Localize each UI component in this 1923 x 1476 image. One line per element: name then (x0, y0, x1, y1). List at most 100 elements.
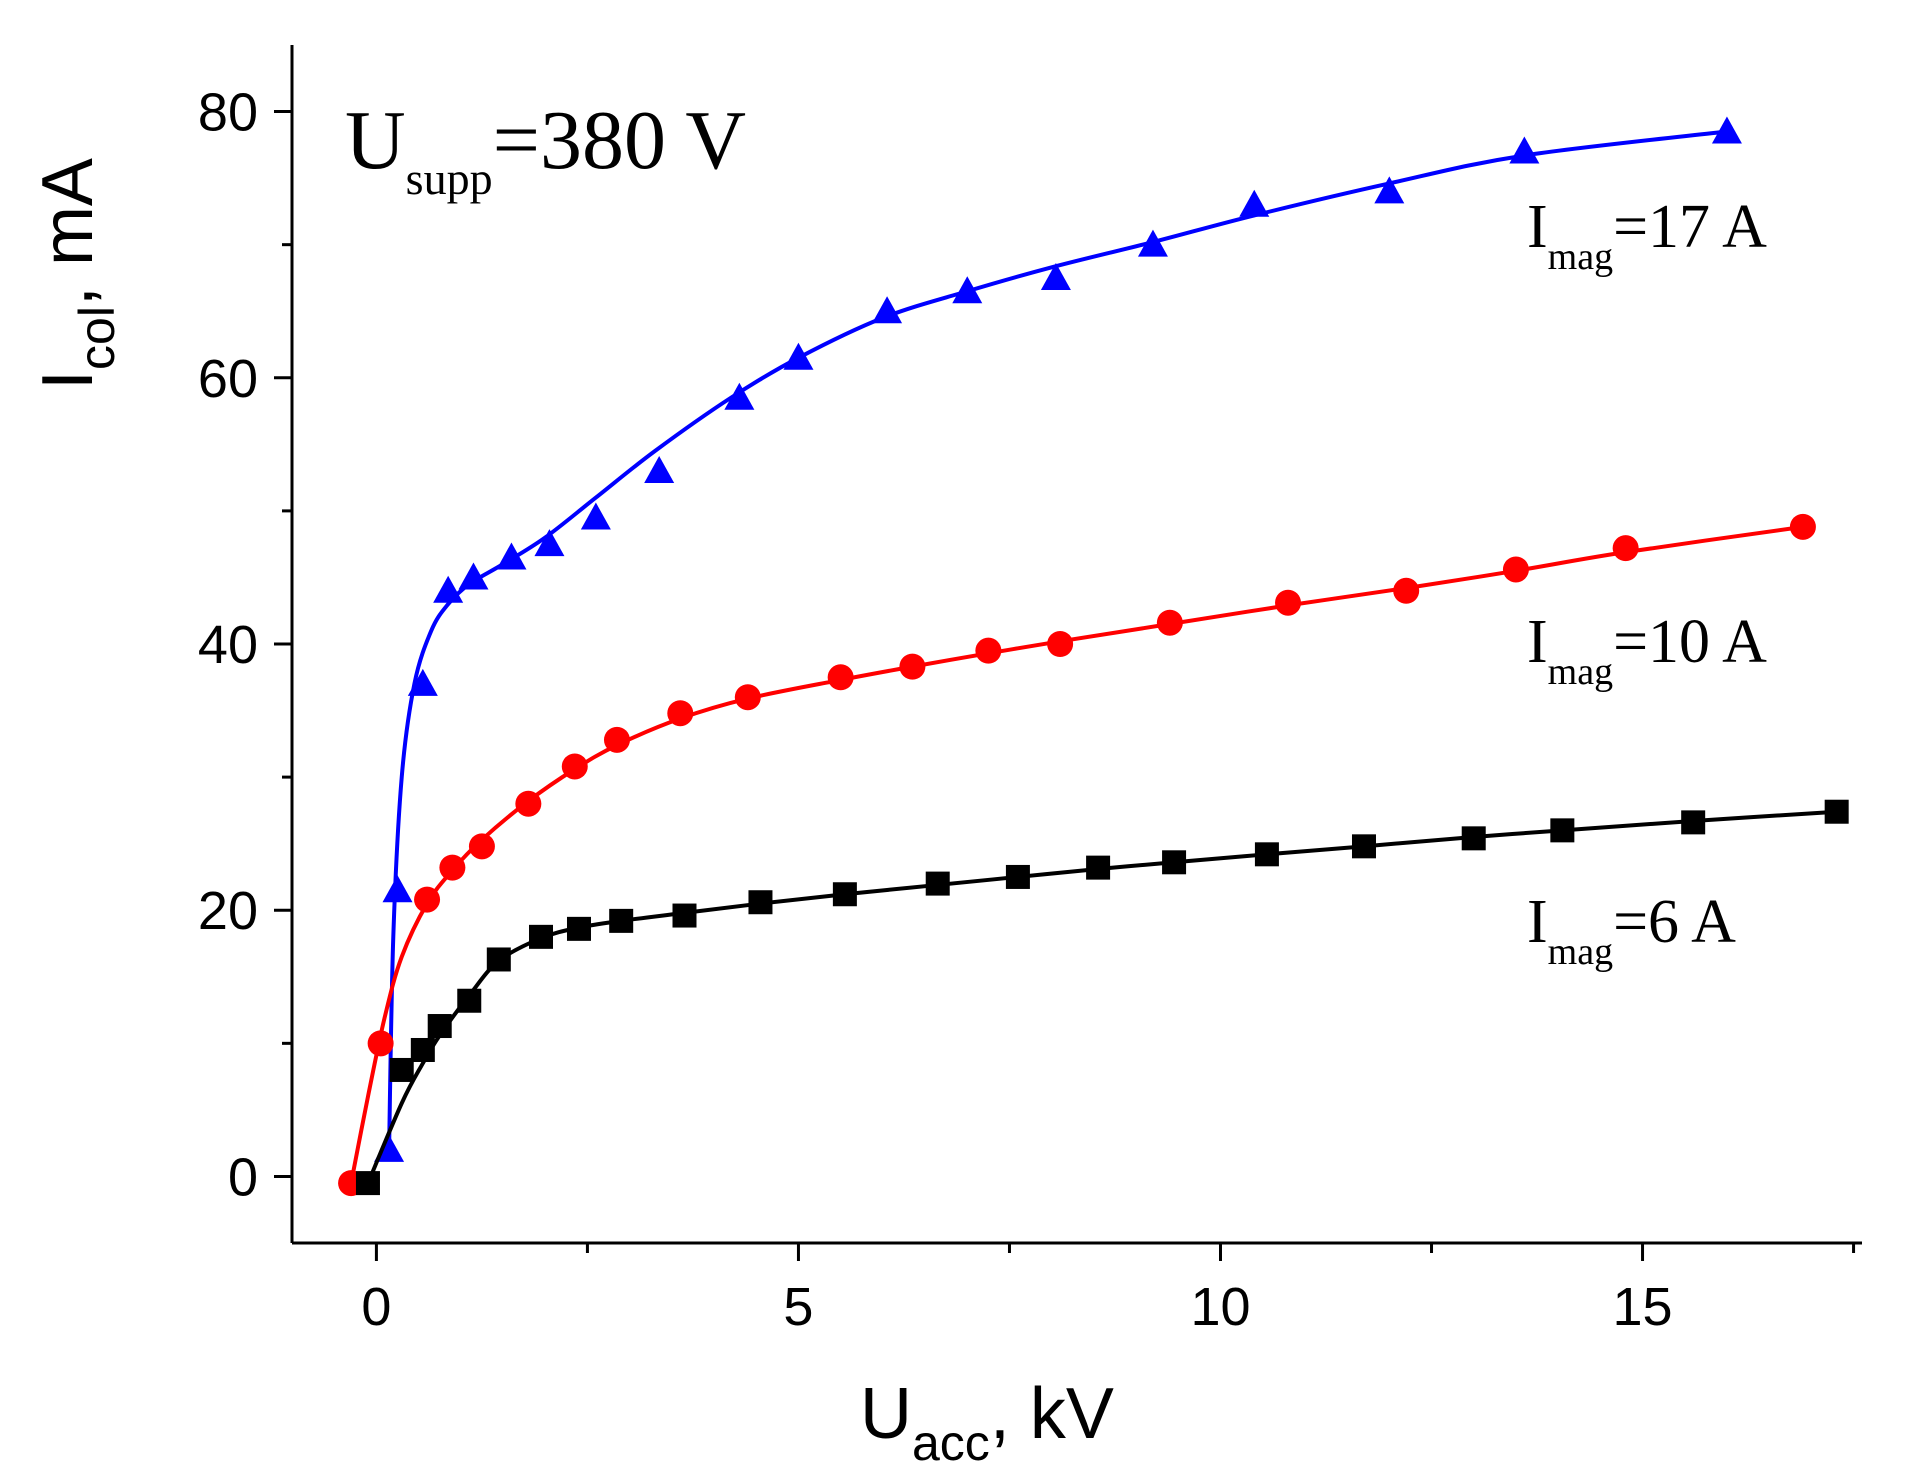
data-point (529, 924, 554, 949)
series-label-10a-sub: mag (1548, 651, 1613, 693)
x-tick-label: 5 (783, 1277, 813, 1337)
data-point (1254, 842, 1279, 867)
y-axis-title-sub: col (69, 306, 125, 370)
data-point (1824, 799, 1849, 824)
data-point (748, 890, 773, 915)
series-label-17a-main: I (1527, 193, 1548, 261)
data-point (1509, 136, 1540, 164)
data-point (1040, 262, 1071, 290)
data-point (389, 1057, 414, 1082)
annotation-main: U (345, 94, 406, 187)
series-line (349, 524, 1804, 1184)
series-2 (355, 799, 1849, 1196)
data-point (561, 753, 588, 780)
data-point (1711, 116, 1742, 144)
x-tick-label: 15 (1612, 1277, 1672, 1337)
data-point (1374, 176, 1405, 204)
data-point (1162, 850, 1187, 875)
data-point (580, 502, 611, 530)
data-point (355, 1171, 380, 1196)
x-axis-title-main: U (860, 1374, 912, 1454)
data-point (534, 529, 565, 557)
y-tick-label: 60 (198, 349, 258, 409)
data-point (382, 875, 413, 903)
data-point (872, 296, 903, 324)
series-label-10a-main: I (1527, 608, 1548, 676)
data-point (1502, 556, 1529, 583)
data-point (566, 916, 591, 941)
data-point (1086, 855, 1111, 880)
data-point (458, 562, 489, 590)
data-point (1156, 609, 1183, 636)
data-point (672, 903, 697, 928)
data-point (1681, 810, 1706, 835)
series-0 (374, 116, 1742, 1162)
data-point (832, 882, 857, 907)
data-point (644, 455, 675, 483)
data-point (724, 382, 755, 410)
data-point (1612, 535, 1639, 562)
data-point (1275, 589, 1302, 616)
data-point (457, 988, 482, 1013)
data-point (367, 1030, 394, 1057)
series-label-17a-sub: mag (1548, 236, 1613, 278)
x-axis-title-sub: acc (912, 1415, 990, 1471)
data-point (603, 726, 630, 753)
y-tick-label: 20 (198, 881, 258, 941)
data-point (515, 790, 542, 817)
axes: 0 5 10 15 0 20 40 60 80 (198, 45, 1862, 1337)
data-point (952, 276, 983, 304)
data-point (468, 833, 495, 860)
data-point (827, 664, 854, 691)
series-label-6a-rest: =6 A (1613, 888, 1736, 956)
data-point (609, 908, 634, 933)
data-point (433, 575, 464, 603)
data-point (975, 637, 1002, 664)
series-label-17a: Imag=17 A (1527, 193, 1767, 278)
series-label-6a: Imag=6 A (1527, 888, 1736, 973)
series-line (387, 129, 1728, 1150)
data-point (925, 871, 950, 896)
data-point (414, 886, 441, 913)
data-point (667, 700, 694, 727)
data-point (427, 1014, 452, 1039)
y-axis-title-rest: , mA (28, 158, 108, 306)
annotation-sub: supp (406, 153, 493, 204)
data-point (486, 947, 511, 972)
series-label-10a-rest: =10 A (1613, 608, 1767, 676)
data-point (496, 542, 527, 570)
data-point (1047, 631, 1074, 657)
series-label-6a-sub: mag (1548, 931, 1613, 973)
x-axis-title: Uacc, kV (860, 1374, 1114, 1471)
series-label-17a-rest: =17 A (1613, 193, 1767, 261)
x-tick-label: 0 (361, 1277, 391, 1337)
annotation-text: Usupp=380 V (345, 94, 746, 204)
data-point (407, 668, 438, 696)
y-tick-label: 80 (198, 83, 258, 143)
data-point (1393, 577, 1420, 604)
data-point (1005, 864, 1030, 889)
series-label-10a: Imag=10 A (1527, 608, 1767, 693)
data-point (1461, 826, 1486, 851)
data-point (410, 1037, 435, 1062)
data-point (1789, 513, 1816, 540)
data-point (783, 342, 814, 370)
data-point (1351, 834, 1376, 859)
y-tick-label: 0 (228, 1147, 258, 1207)
x-axis-title-rest: , kV (990, 1374, 1114, 1454)
y-tick-label: 40 (198, 615, 258, 675)
series-layer (338, 116, 1849, 1197)
x-tick-label: 10 (1190, 1277, 1250, 1337)
data-point (1137, 229, 1168, 257)
data-point (1550, 818, 1575, 843)
series-1 (338, 513, 1816, 1197)
data-point (1239, 189, 1270, 217)
y-axis-title: Icol, mA (28, 158, 125, 390)
data-point (899, 653, 926, 680)
data-point (439, 854, 466, 881)
data-point (734, 684, 761, 711)
annotation-rest: =380 V (493, 94, 747, 187)
series-label-6a-main: I (1527, 888, 1548, 956)
y-axis-title-main: I (28, 370, 108, 390)
